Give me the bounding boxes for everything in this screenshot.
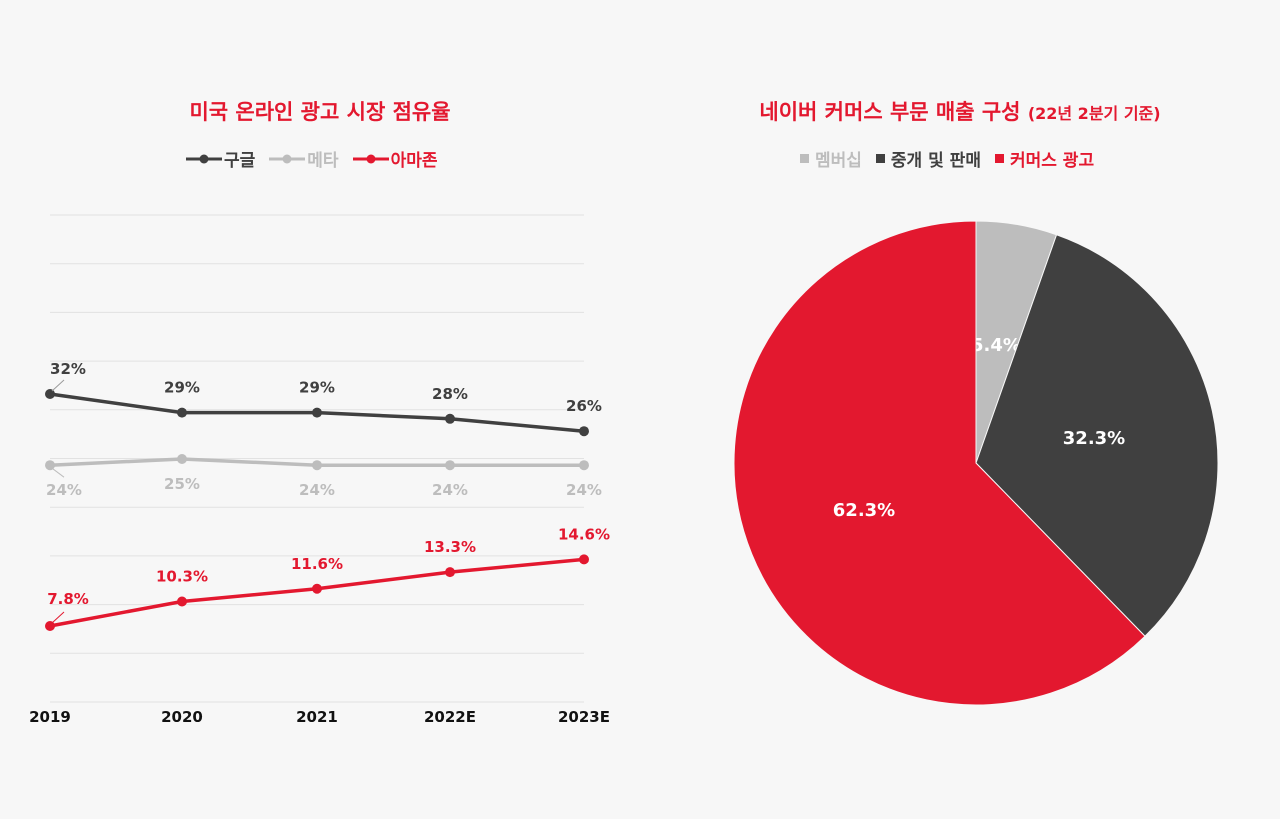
legend-item-membership: 멤버십: [800, 146, 862, 171]
data-label: 29%: [299, 379, 335, 397]
pie-slice: [975, 220, 1058, 464]
legend-line-icon: [186, 154, 222, 163]
slice-label: 5.4%: [971, 335, 1021, 356]
legend-square-icon: [875, 154, 885, 163]
slice-label: 32.3%: [1063, 428, 1125, 449]
legend-item-commerce-ads: 커머스 광고: [994, 146, 1095, 171]
data-point: [445, 567, 455, 578]
data-label: 25%: [164, 475, 200, 493]
data-label: 24%: [432, 481, 468, 499]
x-tick-label: 2020: [161, 708, 203, 726]
data-point: [45, 621, 55, 631]
legend-square-icon: [800, 154, 809, 163]
data-point: [45, 460, 55, 471]
data-point: [445, 413, 455, 424]
data-label: 13.3%: [424, 538, 476, 556]
data-point: [177, 454, 187, 464]
label-leader-line: [51, 467, 65, 478]
legend-label-membership: 멤버십: [815, 151, 862, 171]
line-chart-legend: 구글 메타 아마존: [186, 146, 437, 171]
legend-item-google: 구글: [186, 146, 255, 171]
data-label: 10.3%: [156, 568, 208, 586]
legend-line-icon: [352, 154, 389, 163]
pie-slice: [975, 234, 1219, 637]
legend-item-amazon: 아마존: [352, 146, 438, 171]
data-label: 11.6%: [291, 555, 343, 573]
legend-item-brokerage: 중개 및 판매: [875, 146, 981, 171]
legend-label-amazon: 아마존: [390, 151, 438, 171]
data-point: [445, 460, 455, 471]
data-label: 24%: [566, 481, 602, 499]
data-point: [312, 583, 322, 594]
legend-label-google: 구글: [224, 151, 256, 171]
x-tick-label: 2023E: [558, 708, 610, 726]
data-label: 29%: [164, 379, 200, 397]
pie-chart-legend: 멤버십 중개 및 판매 커머스 광고: [800, 146, 1094, 171]
data-label: 32%: [50, 360, 86, 378]
pie-chart-title-text: 네이버 커머스 부문 매출 구성: [759, 100, 1021, 124]
data-point: [177, 596, 187, 607]
slice-label: 62.3%: [833, 500, 895, 521]
legend-label-commerce-ads: 커머스 광고: [1009, 151, 1095, 171]
pie-slice: [733, 220, 1146, 706]
legend-item-meta: 메타: [269, 146, 339, 171]
legend-label-brokerage: 중개 및 판매: [890, 151, 981, 171]
data-label: 24%: [299, 481, 335, 499]
data-point: [579, 554, 589, 565]
line-chart-title: 미국 온라인 광고 시장 점유율: [189, 100, 451, 124]
x-tick-label: 2019: [29, 708, 71, 726]
pie-chart-subtitle: (22년 2분기 기준): [1027, 104, 1161, 123]
data-point: [579, 426, 589, 437]
data-label: 7.8%: [47, 590, 89, 608]
x-tick-label: 2021: [296, 708, 338, 726]
legend-label-meta: 메타: [307, 151, 339, 171]
data-label: 24%: [46, 481, 82, 499]
data-label: 28%: [432, 385, 468, 403]
data-label: 14.6%: [558, 525, 610, 543]
label-leader-line: [51, 611, 65, 624]
data-point: [312, 407, 322, 418]
legend-line-icon: [269, 154, 306, 163]
data-label: 26%: [566, 397, 602, 415]
data-point: [45, 389, 55, 399]
x-tick-label: 2022E: [424, 708, 476, 726]
data-point: [579, 460, 589, 471]
line-chart: 32% 29% 29% 28% 26% 24% 25% 24% 24% 24% 7.8% 10.3% 1…: [29, 214, 610, 726]
legend-square-icon: [994, 154, 1004, 163]
label-leader-line: [51, 379, 65, 392]
data-point: [312, 460, 322, 471]
pie-chart-title: 네이버 커머스 부문 매출 구성 (22년 2분기 기준): [720, 96, 1200, 126]
data-point: [177, 407, 187, 418]
